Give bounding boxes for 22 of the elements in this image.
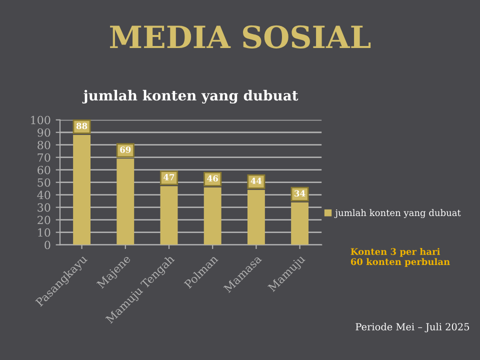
y-tick-label: 90	[38, 128, 50, 137]
data-label: 34	[294, 190, 306, 197]
y-tick-label: 80	[38, 140, 50, 150]
y-tick-label: 20	[38, 216, 50, 224]
data-label: 69	[120, 146, 131, 153]
chart-title: MEDIA SOSIAL	[110, 25, 371, 48]
y-tick-label: 10	[38, 228, 50, 237]
chart-subtitle: jumlah konten yang dubuat	[82, 90, 298, 104]
y-tick-label: 60	[38, 166, 50, 174]
y-tick-label: 50	[38, 178, 50, 187]
text: Periode Mei – Juli 2025	[356, 322, 470, 332]
data-label: 47	[164, 174, 174, 180]
data-label: 88	[76, 122, 88, 130]
y-tick-label: 100	[31, 116, 50, 124]
y-tick-label: 30	[38, 203, 50, 212]
legend-label: jumlah konten yang dubuat	[334, 209, 461, 218]
data-label: 44	[250, 178, 262, 184]
y-tick-label: 40	[37, 190, 50, 200]
data-label: 46	[207, 175, 218, 182]
y-tick-label: 0	[44, 240, 50, 250]
y-tick-label: 70	[38, 153, 50, 162]
text: Konten 3 per hari 60 konten perbulan	[350, 248, 450, 267]
